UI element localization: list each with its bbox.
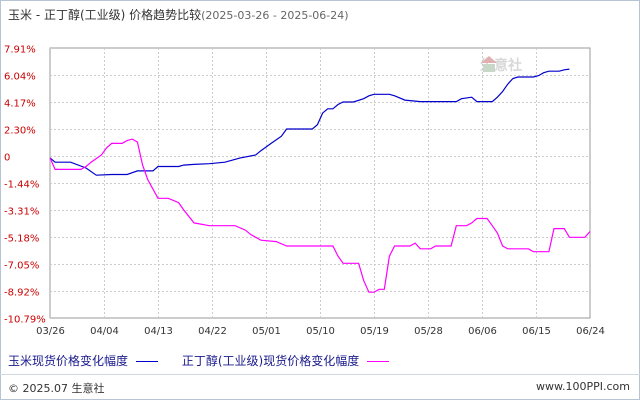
x-tick-label: 05/28 bbox=[414, 326, 443, 337]
legend-label-series1: 玉米现货价格变化幅度 bbox=[8, 354, 129, 368]
legend: 玉米现货价格变化幅度 正丁醇(工业级)现货价格变化幅度 bbox=[8, 352, 409, 369]
legend-item-series1: 玉米现货价格变化幅度 bbox=[8, 352, 168, 369]
watermark-logo-icon bbox=[481, 56, 497, 72]
legend-swatch-series1 bbox=[136, 361, 159, 362]
series-line-1 bbox=[49, 68, 570, 176]
x-tick-label: 04/22 bbox=[198, 326, 227, 337]
legend-label-series2: 正丁醇(工业级)现货价格变化幅度 bbox=[181, 354, 360, 368]
x-tick-label: 05/19 bbox=[360, 326, 389, 337]
legend-swatch-series2 bbox=[367, 361, 390, 362]
y-tick-label: 6.04% bbox=[4, 72, 36, 83]
chart-title-main: 玉米 - 正丁醇(工业级) 价格趋势比较 bbox=[8, 8, 202, 22]
chart-date-range: (2025-03-26 - 2025-06-24) bbox=[201, 9, 349, 22]
y-tick-label: -10.79% bbox=[4, 315, 46, 326]
x-tick-label: 05/10 bbox=[306, 326, 335, 337]
legend-item-series2: 正丁醇(工业级)现货价格变化幅度 bbox=[182, 352, 399, 369]
y-tick-label: -8.92% bbox=[4, 288, 39, 299]
series-line-2 bbox=[49, 138, 591, 293]
y-tick-label: -1.44% bbox=[4, 180, 39, 191]
y-tick-label: 0 bbox=[4, 153, 10, 164]
x-tick-label: 03/26 bbox=[36, 326, 65, 337]
y-tick-label: 2.30% bbox=[4, 126, 36, 137]
x-tick-label: 04/13 bbox=[144, 326, 173, 337]
x-tick-label: 05/01 bbox=[252, 326, 281, 337]
watermark: 生意社 bbox=[480, 55, 522, 75]
footer-divider bbox=[0, 374, 640, 375]
y-tick-label: -7.05% bbox=[4, 261, 39, 272]
y-tick-label: -5.18% bbox=[4, 234, 39, 245]
x-tick-label: 06/15 bbox=[522, 326, 551, 337]
y-tick-label: 4.17% bbox=[4, 99, 36, 110]
y-tick-label: -3.31% bbox=[4, 207, 39, 218]
x-tick-label: 04/04 bbox=[90, 326, 119, 337]
footer-copyright: © 2025.07 生意社 bbox=[8, 382, 105, 395]
x-tick-label: 06/06 bbox=[468, 326, 497, 337]
chart-title: 玉米 - 正丁醇(工业级) 价格趋势比较(2025-03-26 - 2025-0… bbox=[8, 6, 349, 23]
y-tick-label: 7.91% bbox=[4, 45, 36, 56]
x-tick-label: 06/24 bbox=[576, 326, 605, 337]
footer-url[interactable]: www.100PPI.com bbox=[536, 380, 630, 393]
